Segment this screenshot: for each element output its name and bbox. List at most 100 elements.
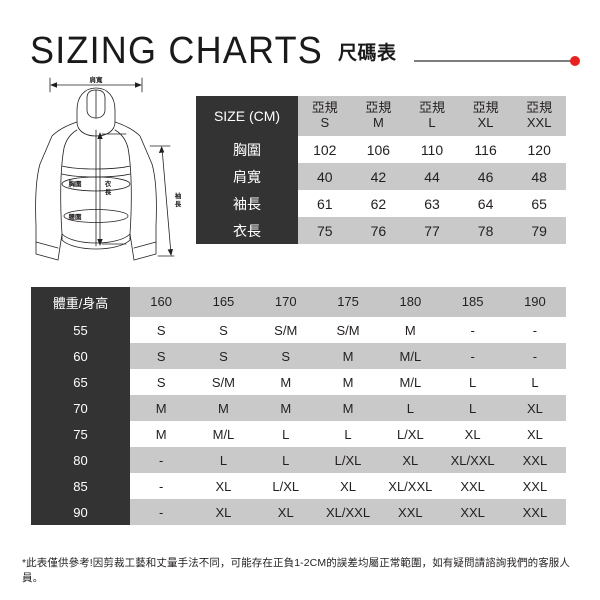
size-cell: 63: [405, 190, 459, 217]
size-cell: 64: [458, 190, 513, 217]
table-row: 80 - L L L/XL XL XL/XXL XXL: [31, 447, 567, 473]
fit-cell: L: [316, 421, 380, 447]
fit-cell: XL: [254, 499, 317, 525]
fit-cell: M/L: [379, 369, 442, 395]
size-cell: 110: [405, 136, 459, 163]
size-cell: 46: [458, 163, 513, 190]
fit-cell: L: [379, 395, 442, 421]
fit-cell: -: [441, 317, 504, 343]
size-column-header-xxl: 亞規 XXL: [512, 96, 566, 136]
size-cell: 61: [298, 190, 352, 217]
fit-cell: S/M: [254, 317, 317, 343]
height-column-header: 170: [254, 287, 317, 317]
fit-cell: M: [130, 421, 193, 447]
size-row-label-shoulder: 肩寬: [196, 163, 298, 190]
fit-cell: S: [192, 317, 255, 343]
weight-row-label: 70: [31, 395, 130, 421]
fit-cell: L/XL: [379, 421, 442, 447]
table-row: 60 S S S M M/L - -: [31, 343, 567, 369]
fit-cell: XXL: [503, 473, 567, 499]
weight-row-label: 55: [31, 317, 130, 343]
diagram-label-shoulder: 肩寬: [89, 75, 104, 84]
size-cell: 65: [512, 190, 566, 217]
table-row: 90 - XL XL XL/XXL XXL XXL XXL: [31, 499, 567, 525]
size-cell: 40: [298, 163, 352, 190]
size-cell: 76: [351, 217, 406, 244]
weight-row-label: 75: [31, 421, 130, 447]
table-header-row: SIZE (CM) 亞規 S 亞規 M 亞規 L 亞規 XL 亞規 XXL: [196, 96, 566, 136]
table-row: 衣長 75 76 77 78 79: [196, 217, 566, 244]
height-column-header: 180: [379, 287, 442, 317]
svg-text:長: 長: [175, 199, 182, 208]
size-cell: 79: [512, 217, 566, 244]
fit-cell: XL: [379, 447, 442, 473]
table-row: 70 M M M M L L XL: [31, 395, 567, 421]
fit-cell: L: [441, 369, 504, 395]
size-row-label-sleeve: 袖長: [196, 190, 298, 217]
weight-row-label: 65: [31, 369, 130, 395]
table-row: 袖長 61 62 63 64 65: [196, 190, 566, 217]
fit-cell: M: [254, 369, 317, 395]
fit-cell: XXL: [503, 447, 567, 473]
size-table-corner-label: SIZE (CM): [196, 96, 298, 136]
fit-cell: XL/XXL: [441, 447, 504, 473]
height-column-header: 185: [441, 287, 504, 317]
size-row-label-chest: 胸圍: [196, 136, 298, 163]
fit-cell: XL/XXL: [316, 499, 380, 525]
fit-cell: M: [130, 395, 193, 421]
fit-cell: M: [192, 395, 255, 421]
diagram-label-length: 衣: [105, 179, 112, 188]
fit-cell: -: [503, 343, 567, 369]
size-cell: 116: [458, 136, 513, 163]
weight-row-label: 80: [31, 447, 130, 473]
fit-cell: S: [192, 343, 255, 369]
height-column-header: 165: [192, 287, 255, 317]
title-rule-line: [414, 60, 572, 62]
diagram-label-waist: 腰圍: [68, 212, 83, 221]
table-row: 65 S S/M M M M/L L L: [31, 369, 567, 395]
table-row: 55 S S S/M S/M M - -: [31, 317, 567, 343]
size-cell: 75: [298, 217, 352, 244]
page-title-zh: 尺碼表: [338, 43, 397, 64]
page-title-en: SIZING CHARTS: [30, 28, 323, 72]
size-cell: 62: [351, 190, 406, 217]
size-column-header-l: 亞規 L: [405, 96, 459, 136]
fit-recommendation-table: 體重/身高 160 165 170 175 180 185 190 55 S S…: [31, 287, 567, 525]
size-row-label-length: 衣長: [196, 217, 298, 244]
size-cell: 78: [458, 217, 513, 244]
fit-cell: L: [254, 421, 317, 447]
size-cell: 120: [512, 136, 566, 163]
fit-cell: S: [130, 317, 193, 343]
fit-cell: XL: [441, 421, 504, 447]
size-column-header-xl: 亞規 XL: [458, 96, 513, 136]
fit-cell: L: [441, 395, 504, 421]
diagram-label-chest: 胸圍: [69, 179, 83, 188]
size-cell: 48: [512, 163, 566, 190]
size-cell: 44: [405, 163, 459, 190]
size-cell: 106: [351, 136, 406, 163]
fit-cell: XXL: [379, 499, 442, 525]
size-column-header-m: 亞規 M: [351, 96, 406, 136]
table-row: 肩寬 40 42 44 46 48: [196, 163, 566, 190]
fit-cell: M: [316, 395, 380, 421]
fit-cell: XL: [192, 473, 255, 499]
fit-cell: L: [254, 447, 317, 473]
diagram-label-sleeve: 袖: [175, 191, 182, 200]
fit-cell: -: [130, 447, 193, 473]
table-row: 75 M M/L L L L/XL XL XL: [31, 421, 567, 447]
fit-cell: L/XL: [254, 473, 317, 499]
fit-cell: M: [379, 317, 442, 343]
fit-cell: M: [316, 343, 380, 369]
fit-cell: M/L: [192, 421, 255, 447]
fit-cell: -: [503, 317, 567, 343]
fit-cell: XXL: [441, 499, 504, 525]
title-accent-dot: [570, 56, 580, 66]
fit-cell: XL: [192, 499, 255, 525]
fit-cell: -: [130, 499, 193, 525]
size-cell: 77: [405, 217, 459, 244]
fit-cell: S/M: [316, 317, 380, 343]
size-cell: 102: [298, 136, 352, 163]
fit-cell: S/M: [192, 369, 255, 395]
fit-cell: M: [316, 369, 380, 395]
fit-table-corner-label: 體重/身高: [31, 287, 130, 317]
